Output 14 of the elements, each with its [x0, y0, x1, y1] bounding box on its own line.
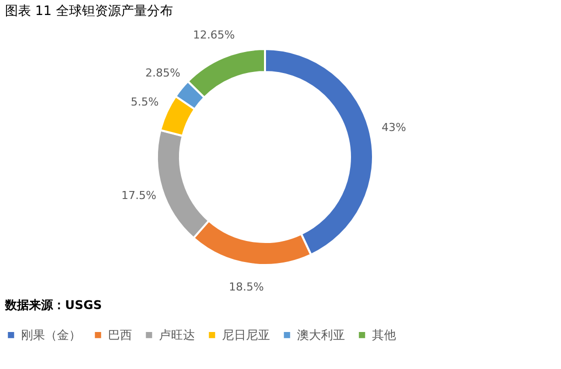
legend-label: 尼日尼亚 — [222, 328, 270, 342]
chart-title: 图表 11 全球钽资源产量分布 — [5, 4, 173, 19]
data-label: 2.85% — [145, 66, 180, 80]
source-note: 数据来源：USGS — [4, 298, 102, 312]
data-label: 18.5% — [228, 280, 264, 294]
data-label: 12.65% — [192, 28, 235, 42]
legend-label: 巴西 — [108, 328, 132, 342]
legend-label: 卢旺达 — [159, 328, 195, 342]
legend-label: 其他 — [372, 328, 396, 342]
data-label: 5.5% — [130, 96, 159, 109]
data-label: 43% — [382, 121, 406, 134]
legend-label: 刚果（金） — [21, 328, 81, 342]
data-label: 17.5% — [121, 188, 156, 202]
legend-label: 澳大利亚 — [297, 328, 345, 342]
